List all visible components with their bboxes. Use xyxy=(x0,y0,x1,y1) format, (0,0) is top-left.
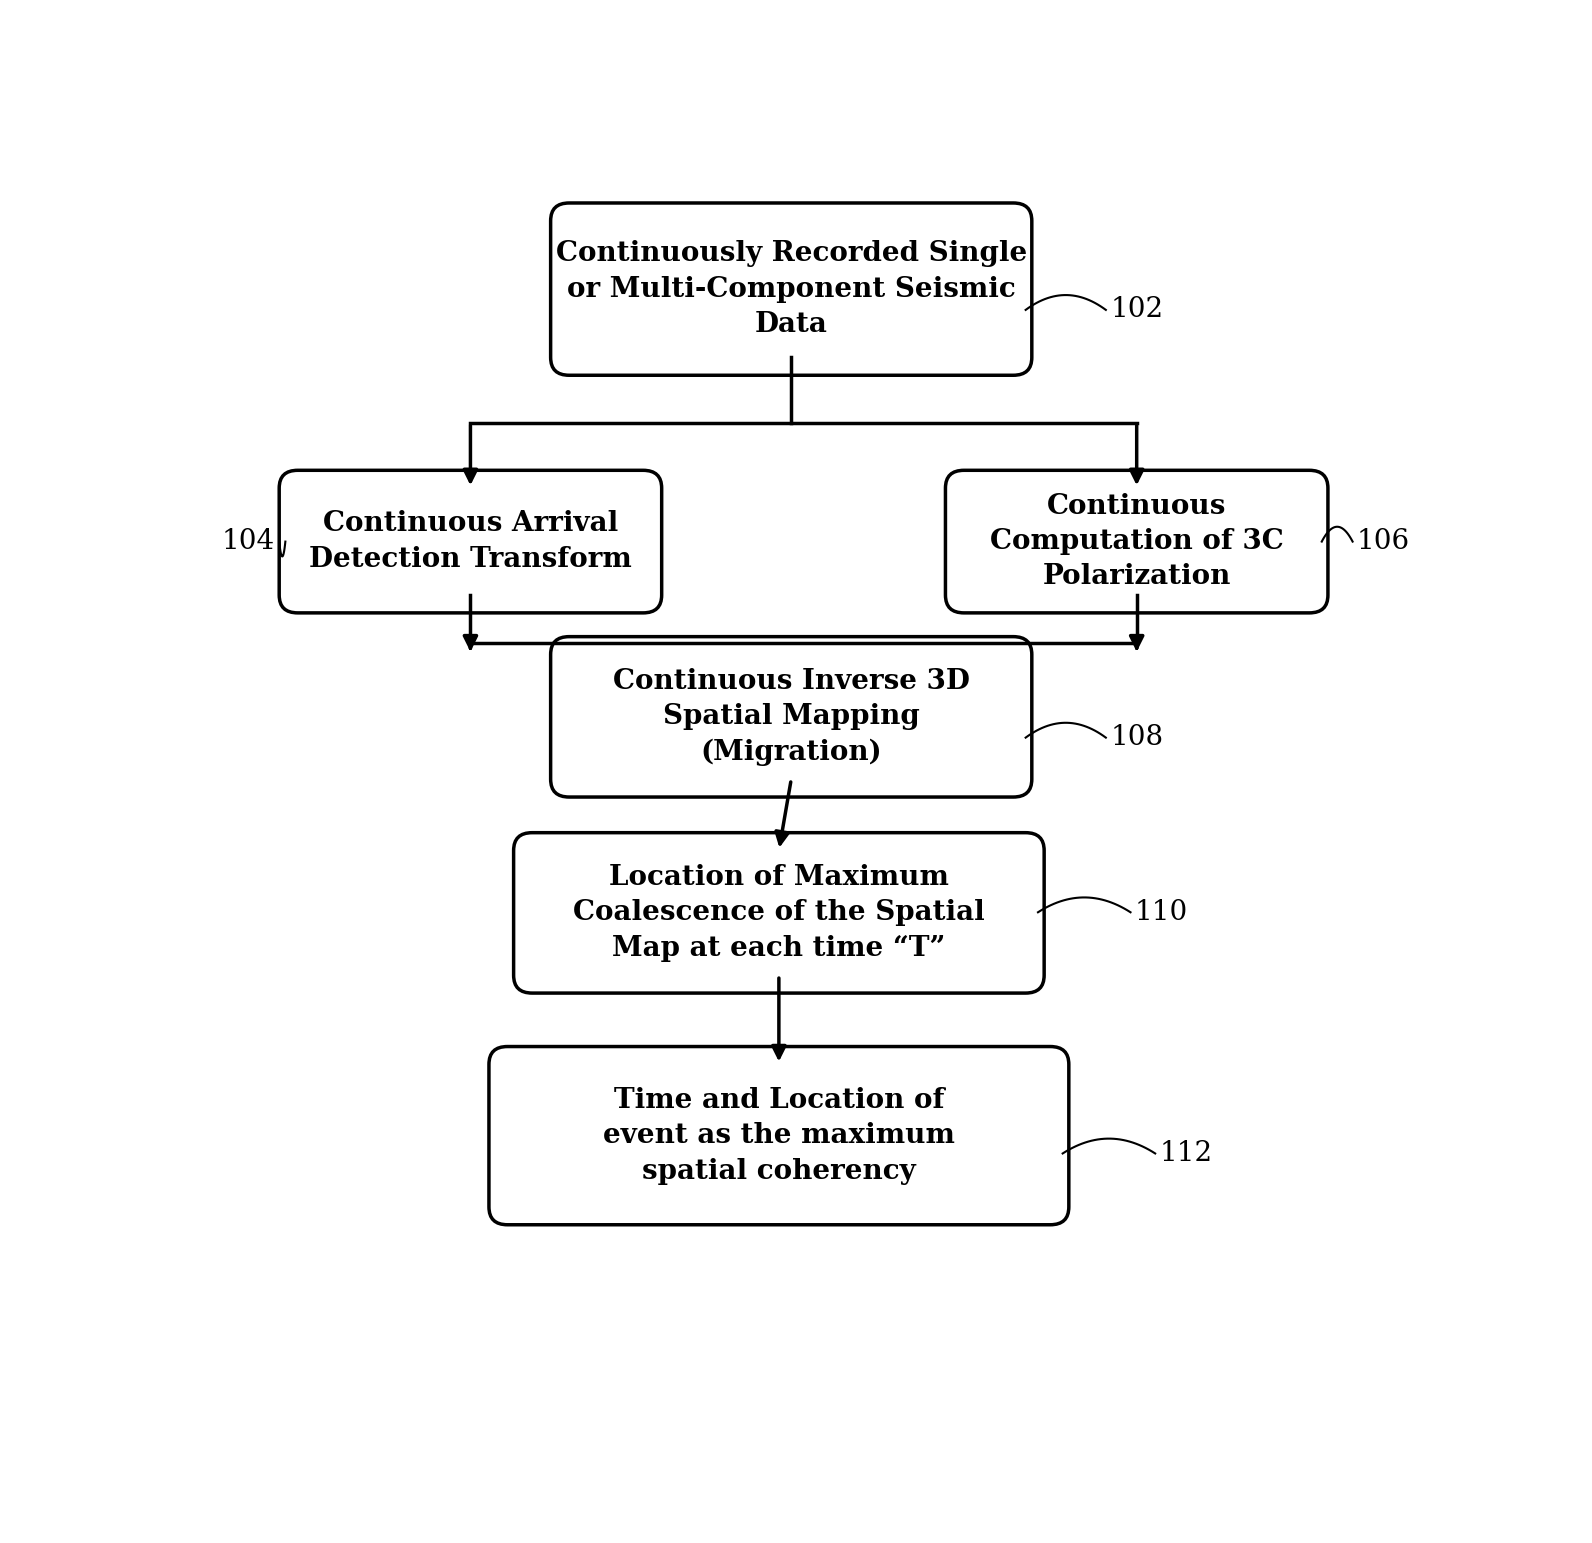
Text: 104: 104 xyxy=(221,528,275,555)
Text: Location of Maximum
Coalescence of the Spatial
Map at each time “T”: Location of Maximum Coalescence of the S… xyxy=(573,864,985,961)
Text: Continuously Recorded Single
or Multi-Component Seismic
Data: Continuously Recorded Single or Multi-Co… xyxy=(556,241,1027,338)
FancyBboxPatch shape xyxy=(551,204,1032,375)
Text: 112: 112 xyxy=(1159,1140,1213,1167)
Text: Continuous Arrival
Detection Transform: Continuous Arrival Detection Transform xyxy=(309,511,632,572)
Text: 106: 106 xyxy=(1356,528,1411,555)
FancyBboxPatch shape xyxy=(551,637,1032,798)
Text: 108: 108 xyxy=(1110,724,1164,751)
FancyBboxPatch shape xyxy=(946,471,1328,613)
Text: 102: 102 xyxy=(1110,296,1164,324)
Text: 110: 110 xyxy=(1135,898,1188,926)
Text: Time and Location of
event as the maximum
spatial coherency: Time and Location of event as the maximu… xyxy=(603,1086,955,1185)
Text: Continuous
Computation of 3C
Polarization: Continuous Computation of 3C Polarizatio… xyxy=(990,492,1283,591)
FancyBboxPatch shape xyxy=(279,471,662,613)
Text: Continuous Inverse 3D
Spatial Mapping
(Migration): Continuous Inverse 3D Spatial Mapping (M… xyxy=(613,668,970,765)
FancyBboxPatch shape xyxy=(489,1046,1068,1225)
FancyBboxPatch shape xyxy=(514,833,1044,994)
